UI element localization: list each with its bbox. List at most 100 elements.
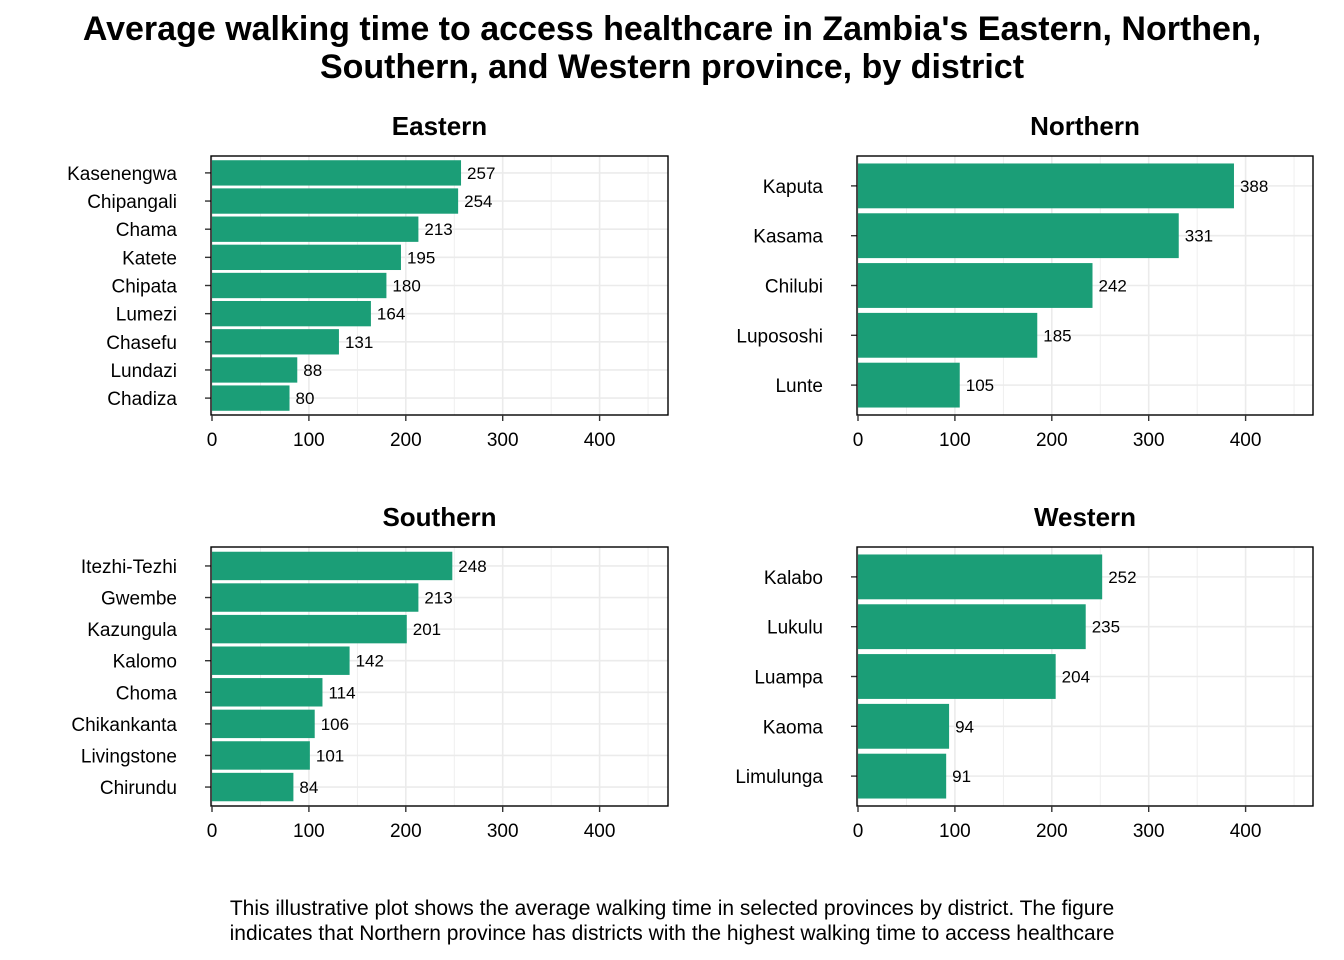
value-label-chadiza: 80 [296,389,315,408]
x-tick-label: 200 [1036,430,1068,451]
panel-title: Western [1034,502,1136,532]
x-tick-label: 300 [1133,821,1165,842]
value-label-lukulu: 235 [1092,618,1120,637]
x-tick-label: 0 [207,430,218,451]
category-label-lupososhi: Lupososhi [736,326,823,347]
caption-line-2: indicates that Northern province has dis… [229,922,1115,945]
x-tick-label: 300 [487,821,519,842]
value-label-chasefu: 131 [345,333,373,352]
panel-title: Northern [1030,111,1140,141]
category-label-kasama: Kasama [753,227,823,248]
bar-lukulu [858,604,1086,650]
bar-luampa [858,654,1056,699]
x-tick-label: 400 [1230,821,1262,842]
value-label-lunte: 105 [966,376,994,395]
x-tick-label: 0 [207,821,218,842]
bar-lundazi [212,357,298,383]
category-label-lundazi: Lundazi [110,361,177,382]
category-label-lunte: Lunte [775,376,823,397]
bar-chirundu [212,772,294,802]
category-label-chasefu: Chasefu [106,333,177,354]
value-label-chirundu: 84 [299,778,318,797]
bar-kasenengwa [212,160,462,186]
value-label-gwembe: 213 [424,589,452,608]
panel-border [856,546,1314,807]
category-label-chilubi: Chilubi [765,277,823,298]
bar-chilubi [858,263,1093,308]
category-label-kalomo: Kalomo [113,652,177,673]
category-label-chadiza: Chadiza [107,389,177,410]
category-label-chikankanta: Chikankanta [71,715,177,736]
x-tick-label: 100 [293,430,325,451]
category-label-lukulu: Lukulu [767,618,823,639]
value-label-kalabo: 252 [1108,568,1136,587]
panel-southern: 248 Itezhi-Tezhi 213 Gwembe 201 Kazungula 142 K… [71,502,669,842]
value-label-lundazi: 88 [303,361,322,380]
value-label-chikankanta: 106 [321,715,349,734]
category-label-katete: Katete [122,248,177,269]
bar-gwembe [212,583,419,612]
category-label-chipangali: Chipangali [87,192,177,213]
value-label-livingstone: 101 [316,746,344,765]
value-label-lupososhi: 185 [1043,326,1071,345]
x-tick-label: 300 [1133,430,1165,451]
category-label-limulunga: Limulunga [735,767,823,788]
panel-border [210,155,669,416]
x-tick-label: 100 [939,821,971,842]
value-label-chama: 213 [424,220,452,239]
category-label-livingstone: Livingstone [81,746,177,767]
category-label-chama: Chama [116,220,178,241]
value-label-lumezi: 164 [377,305,405,324]
bar-livingstone [212,741,310,770]
bar-kaputa [858,163,1234,209]
value-label-katete: 195 [407,248,435,267]
x-tick-label: 0 [853,430,864,451]
chart-title: Average walking time to access healthcar… [0,10,1344,86]
bar-chipangali [212,188,459,214]
value-label-chipata: 180 [392,277,420,296]
category-label-kazungula: Kazungula [87,620,177,641]
bar-kazungula [212,614,407,644]
x-tick-label: 200 [390,821,422,842]
value-label-kalomo: 142 [356,652,384,671]
panel-title: Southern [382,502,496,532]
value-label-kasama: 331 [1185,227,1213,246]
value-label-itezhi-tezhi: 248 [458,557,486,576]
value-label-chipangali: 254 [464,192,492,211]
value-label-luampa: 204 [1062,668,1090,687]
panel-border [856,155,1314,416]
value-label-limulunga: 91 [952,767,971,786]
category-label-luampa: Luampa [754,668,823,689]
x-tick-label: 0 [853,821,864,842]
category-label-itezhi-tezhi: Itezhi-Tezhi [81,557,177,578]
x-tick-label: 400 [584,821,616,842]
chart-title-line-1: Average walking time to access healthcar… [82,10,1262,48]
bar-chikankanta [212,709,315,739]
bar-katete [212,244,401,271]
value-label-kaoma: 94 [955,717,974,736]
bar-lumezi [212,300,371,327]
category-label-kasenengwa: Kasenengwa [67,164,177,185]
category-label-gwembe: Gwembe [101,589,177,610]
value-label-kasenengwa: 257 [467,164,495,183]
category-label-kaputa: Kaputa [763,177,824,198]
bar-lupososhi [858,312,1038,358]
category-label-lumezi: Lumezi [116,305,177,326]
chart-title-line-2: Southern, and Western province, by distr… [319,48,1025,86]
x-tick-label: 100 [939,430,971,451]
x-tick-label: 400 [584,430,616,451]
bar-kasama [858,213,1179,259]
x-tick-label: 300 [487,430,519,451]
value-label-kaputa: 388 [1240,177,1268,196]
caption-line-1: This illustrative plot shows the average… [229,897,1115,920]
category-label-kaoma: Kaoma [763,717,824,738]
category-label-kalabo: Kalabo [764,568,823,589]
value-label-chilubi: 242 [1098,277,1126,296]
panel-western: 252 Kalabo 235 Lukulu 204 Luampa 94 Kaoma 91 Limu… [735,502,1314,842]
bar-choma [212,678,323,707]
bar-chasefu [212,329,339,355]
x-tick-label: 400 [1230,430,1262,451]
panel-title: Eastern [392,111,487,141]
bar-chipata [212,272,387,299]
